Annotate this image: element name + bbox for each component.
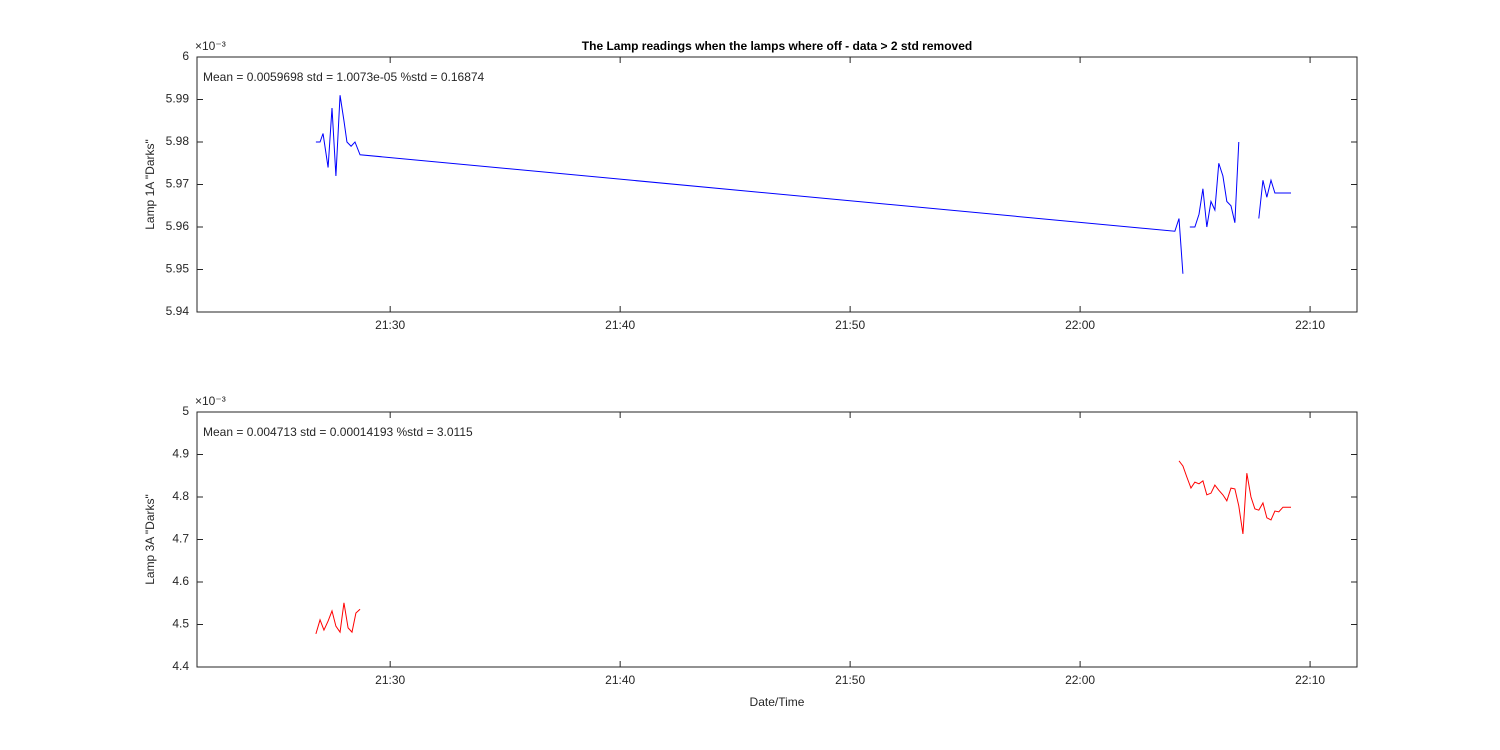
y-tick-label: 5.95 [166, 262, 190, 276]
y-tick-label: 4.7 [172, 532, 189, 546]
y-tick-label: 4.8 [172, 489, 189, 503]
x-axis-label: Date/Time [750, 695, 805, 709]
y-tick-label: 4.4 [172, 659, 189, 673]
y-tick-label: 5 [182, 404, 189, 418]
y-tick-label: 4.9 [172, 447, 189, 461]
y-tick-label: 5.96 [166, 219, 190, 233]
y-axis-label: Lamp 1A "Darks" [143, 139, 157, 230]
y-axis-label: Lamp 3A "Darks" [143, 494, 157, 585]
y-tick-label: 6 [182, 49, 189, 63]
x-tick-label: 21:50 [835, 318, 865, 332]
x-tick-label: 22:00 [1065, 673, 1095, 687]
axes-box [196, 56, 1358, 313]
chart-title: The Lamp readings when the lamps where o… [582, 39, 972, 53]
x-tick-label: 22:10 [1295, 318, 1325, 332]
x-tick-label: 22:00 [1065, 318, 1095, 332]
y-tick-label: 4.6 [172, 574, 189, 588]
annotation: Mean = 0.004713 std = 0.00014193 %std = … [203, 425, 473, 439]
y-exponent: ×10⁻³ [195, 394, 226, 408]
y-exponent: ×10⁻³ [195, 39, 226, 53]
axes-box [196, 411, 1358, 668]
x-tick-label: 21:40 [605, 318, 635, 332]
x-tick-label: 21:30 [375, 318, 405, 332]
y-tick-label: 5.97 [166, 177, 190, 191]
y-tick-label: 4.5 [172, 617, 189, 631]
y-tick-label: 5.94 [166, 304, 190, 318]
annotation: Mean = 0.0059698 std = 1.0073e-05 %std =… [203, 70, 485, 84]
data-line [315, 460, 1291, 634]
x-tick-label: 22:10 [1295, 673, 1325, 687]
y-tick-label: 5.98 [166, 134, 190, 148]
y-tick-label: 5.99 [166, 92, 190, 106]
data-line [315, 95, 1291, 274]
x-tick-label: 21:30 [375, 673, 405, 687]
x-tick-label: 21:50 [835, 673, 865, 687]
x-tick-label: 21:40 [605, 673, 635, 687]
